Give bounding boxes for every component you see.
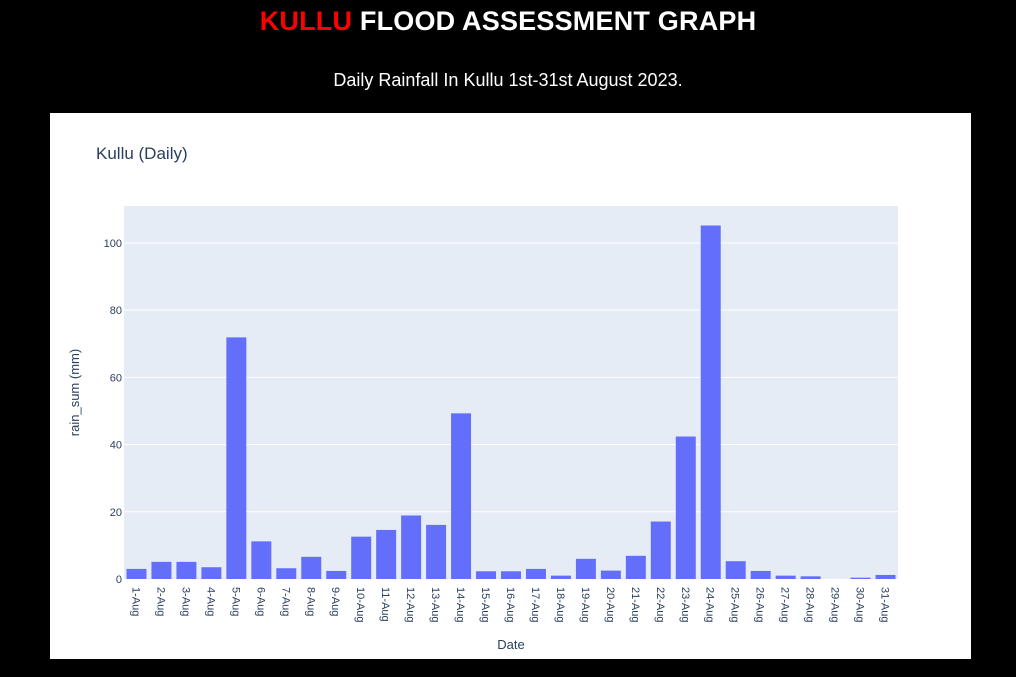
bar-7-Aug bbox=[276, 568, 297, 579]
bar-25-Aug bbox=[725, 561, 746, 579]
x-tick-label: 5-Aug bbox=[229, 587, 241, 616]
x-tick-label: 12-Aug bbox=[404, 587, 416, 622]
bar-9-Aug bbox=[326, 570, 347, 579]
x-tick-label: 31-Aug bbox=[879, 587, 891, 622]
y-tick-label: 60 bbox=[110, 372, 122, 384]
plot-area bbox=[124, 206, 898, 579]
x-tick-label: 28-Aug bbox=[804, 587, 816, 622]
bar-12-Aug bbox=[401, 515, 422, 579]
page-title-accent: KULLU bbox=[259, 6, 353, 36]
x-tick-label: 11-Aug bbox=[379, 587, 391, 622]
x-tick-label: 14-Aug bbox=[454, 587, 466, 622]
x-tick-label: 19-Aug bbox=[579, 587, 591, 622]
bar-4-Aug bbox=[201, 567, 222, 579]
bar-8-Aug bbox=[301, 556, 322, 579]
bar-16-Aug bbox=[501, 571, 521, 579]
x-tick-label: 15-Aug bbox=[479, 587, 491, 622]
x-tick-label: 30-Aug bbox=[854, 587, 866, 622]
x-tick-label: 29-Aug bbox=[829, 587, 841, 622]
x-tick-label: 22-Aug bbox=[654, 587, 666, 622]
bar-21-Aug bbox=[625, 555, 646, 579]
bar-26-Aug bbox=[750, 570, 771, 579]
bar-23-Aug bbox=[675, 436, 696, 579]
x-tick-label: 17-Aug bbox=[529, 587, 541, 622]
bar-24-Aug bbox=[700, 225, 721, 579]
rainfall-bar-chart: Kullu (Daily) 0 20 40 60 80 100 1-Aug 2-Aug 3-A… bbox=[67, 144, 898, 652]
bars bbox=[126, 225, 896, 579]
grid-lines bbox=[124, 242, 898, 513]
x-tick-label: 1-Aug bbox=[129, 587, 141, 616]
bar-13-Aug bbox=[426, 524, 447, 579]
x-tick-label: 25-Aug bbox=[729, 587, 741, 622]
x-tick-label: 6-Aug bbox=[254, 587, 266, 616]
x-tick-label: 18-Aug bbox=[554, 587, 566, 622]
y-tick-label: 20 bbox=[110, 507, 122, 519]
bar-30-Aug bbox=[850, 577, 871, 579]
bar-1-Aug bbox=[126, 568, 147, 579]
bar-11-Aug bbox=[376, 529, 397, 579]
x-tick-label: 4-Aug bbox=[204, 587, 216, 616]
bar-3-Aug bbox=[176, 561, 197, 579]
page-title-rest: FLOOD ASSESSMENT GRAPH bbox=[352, 6, 757, 36]
x-tick-label: 27-Aug bbox=[779, 587, 791, 622]
bar-14-Aug bbox=[451, 413, 472, 579]
x-axis-title: Date bbox=[497, 637, 524, 652]
bar-10-Aug bbox=[351, 536, 372, 579]
bar-20-Aug bbox=[600, 570, 621, 579]
x-tick-label: 23-Aug bbox=[679, 587, 691, 622]
x-tick-label: 24-Aug bbox=[704, 587, 716, 622]
x-tick-label: 26-Aug bbox=[754, 587, 766, 622]
y-tick-label: 40 bbox=[110, 440, 122, 452]
y-axis-title: rain_sum (mm) bbox=[67, 349, 82, 436]
bar-18-Aug bbox=[550, 575, 571, 579]
x-tick-label: 20-Aug bbox=[604, 587, 616, 622]
page-title: KULLU FLOOD ASSESSMENT GRAPH bbox=[0, 6, 1016, 37]
x-tick-label: 10-Aug bbox=[354, 587, 366, 622]
x-tick-labels: 1-Aug 2-Aug 3-Aug 4-Aug 5-Aug 6-Aug 7-Aug 8-Aug… bbox=[129, 587, 890, 622]
bar-15-Aug bbox=[476, 571, 497, 579]
bar-17-Aug bbox=[525, 568, 546, 579]
x-tick-label: 13-Aug bbox=[429, 587, 441, 622]
bar-22-Aug bbox=[650, 521, 671, 579]
bar-6-Aug bbox=[251, 541, 272, 579]
bar-19-Aug bbox=[575, 558, 596, 579]
chart-title: Kullu (Daily) bbox=[96, 144, 188, 163]
y-tick-label: 100 bbox=[104, 238, 122, 250]
x-tick-label: 8-Aug bbox=[304, 587, 316, 616]
chart-card: Kullu (Daily) 0 20 40 60 80 100 1-Aug 2-Aug 3-A… bbox=[50, 113, 971, 659]
bar-2-Aug bbox=[151, 561, 172, 579]
bar-5-Aug bbox=[226, 337, 247, 579]
x-tick-label: 9-Aug bbox=[329, 587, 341, 616]
bar-28-Aug bbox=[800, 576, 821, 579]
bar-31-Aug bbox=[875, 574, 896, 579]
y-tick-label: 0 bbox=[116, 574, 122, 586]
x-tick-label: 21-Aug bbox=[629, 587, 641, 622]
x-tick-label: 2-Aug bbox=[154, 587, 166, 616]
x-tick-label: 16-Aug bbox=[504, 587, 516, 622]
x-tick-label: 3-Aug bbox=[179, 587, 191, 616]
y-tick-labels: 0 20 40 60 80 100 bbox=[104, 238, 122, 586]
x-tick-label: 7-Aug bbox=[279, 587, 291, 616]
page-subtitle: Daily Rainfall In Kullu 1st-31st August … bbox=[333, 70, 683, 90]
bar-27-Aug bbox=[775, 575, 796, 579]
y-tick-label: 80 bbox=[110, 305, 122, 317]
